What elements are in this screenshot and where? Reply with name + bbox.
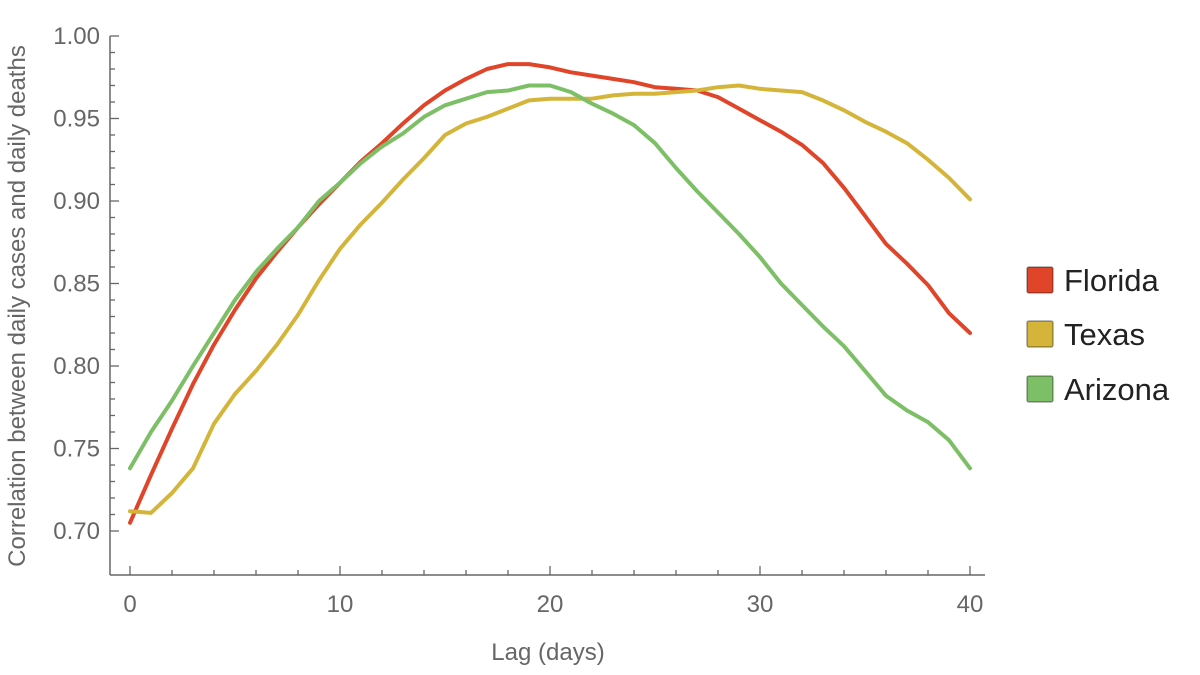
legend-swatch-arizona bbox=[1026, 375, 1054, 403]
legend-swatch-florida bbox=[1026, 266, 1054, 294]
x-axis-title: Lag (days) bbox=[491, 639, 604, 666]
y-tick-label: 0.85 bbox=[53, 271, 100, 298]
legend-label-florida: Florida bbox=[1064, 263, 1160, 298]
legend-swatch-texas bbox=[1026, 320, 1054, 348]
x-tick-label: 10 bbox=[327, 591, 354, 618]
series-line-florida bbox=[128, 62, 972, 525]
y-tick-label: 0.90 bbox=[53, 188, 100, 215]
x-tick-label: 40 bbox=[957, 591, 984, 618]
y-tick-label: 0.80 bbox=[53, 353, 100, 380]
y-axis-title: Correlation between daily cases and dail… bbox=[4, 45, 31, 567]
legend-label-arizona: Arizona bbox=[1064, 372, 1170, 407]
y-tick-label: 0.75 bbox=[53, 436, 100, 463]
y-tick-label: 0.70 bbox=[53, 518, 100, 545]
legend-label-texas: Texas bbox=[1064, 317, 1145, 352]
series-line-arizona bbox=[128, 83, 972, 471]
x-tick-label: 20 bbox=[537, 591, 564, 618]
series-line-texas bbox=[128, 83, 972, 515]
x-tick-label: 0 bbox=[123, 591, 136, 618]
x-axis-ticks: 0 10 20 30 40 bbox=[123, 566, 983, 618]
y-tick-label: 1.00 bbox=[53, 23, 100, 50]
y-tick-label: 0.95 bbox=[53, 106, 100, 133]
legend: Florida Texas Arizona bbox=[1026, 263, 1170, 407]
y-axis-ticks: 0.70 0.75 0.80 0.85 0.90 0.95 1.00 bbox=[53, 23, 119, 545]
series-lines bbox=[128, 62, 972, 525]
x-tick-label: 30 bbox=[747, 591, 774, 618]
